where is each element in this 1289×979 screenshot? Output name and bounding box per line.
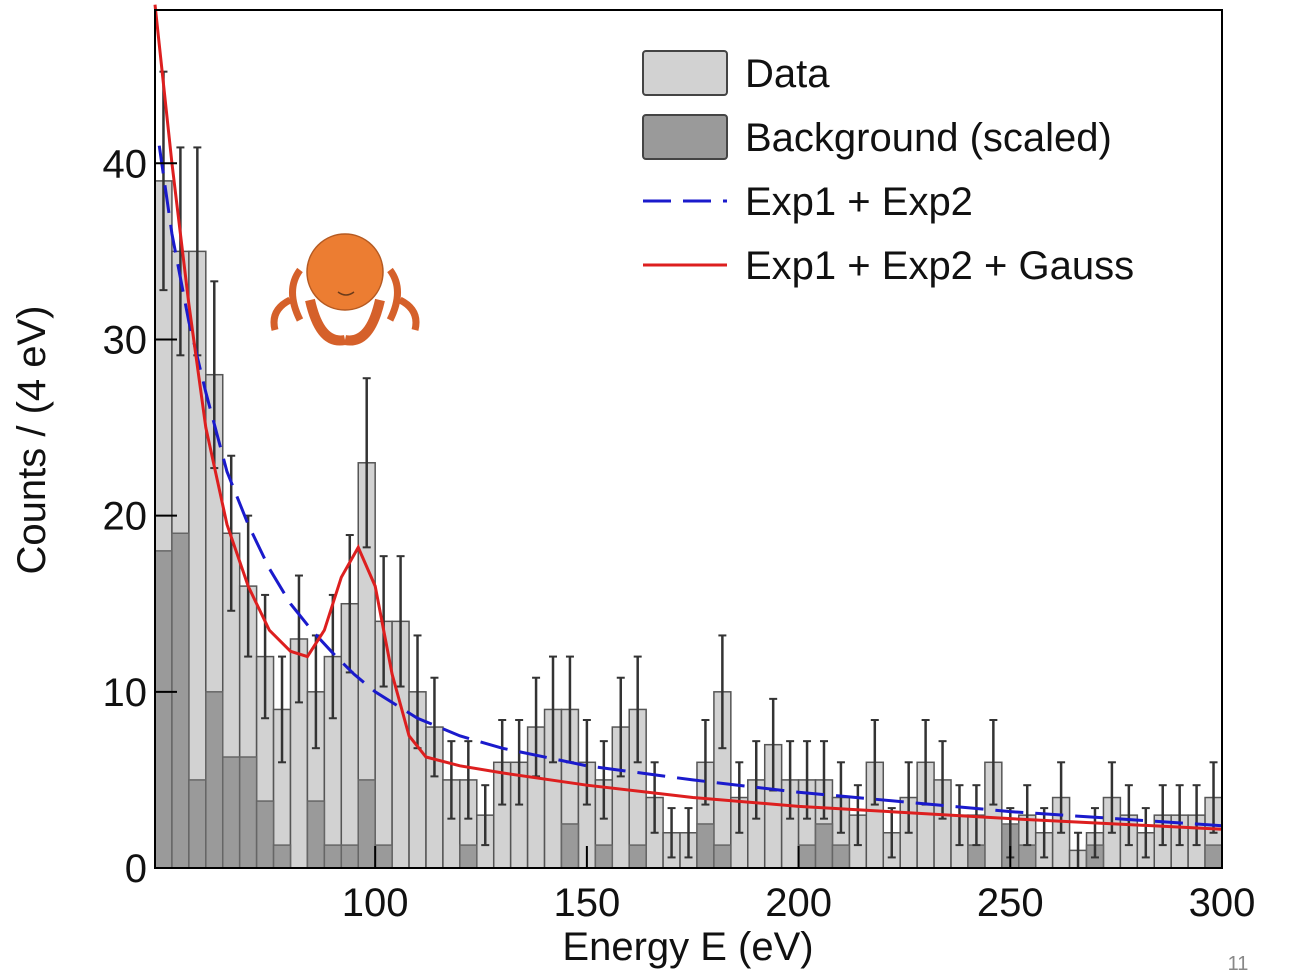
legend-swatch xyxy=(642,114,728,160)
x-axis-label: Energy E (eV) xyxy=(562,925,813,969)
y-axis-label: Counts / (4 eV) xyxy=(10,305,54,574)
legend-swatch xyxy=(642,50,728,96)
legend-label: Exp1 + Exp2 + Gauss xyxy=(745,244,1134,288)
y-tick-label: 0 xyxy=(125,847,147,891)
histogram-bar xyxy=(154,550,173,869)
histogram-bar xyxy=(459,844,478,869)
histogram-bar xyxy=(255,800,275,869)
histogram-bar xyxy=(967,844,986,869)
histogram-bar xyxy=(560,823,580,869)
y-tick-label: 10 xyxy=(103,671,148,715)
x-tick-label: 100 xyxy=(342,881,409,925)
histogram-bar xyxy=(323,844,343,869)
histogram-bar xyxy=(306,800,326,869)
plot-frame xyxy=(154,9,1223,869)
histogram-bar xyxy=(594,844,614,869)
fit-curve xyxy=(157,145,1223,828)
legend-label: Data xyxy=(745,52,830,96)
histogram-bar xyxy=(696,823,715,869)
histogram-bar xyxy=(272,844,292,869)
histogram-bar xyxy=(188,779,207,869)
fit-curve xyxy=(153,4,1223,831)
legend-label: Exp1 + Exp2 xyxy=(745,180,973,224)
x-tick-label: 200 xyxy=(765,881,832,925)
histogram-bar xyxy=(374,844,393,869)
histogram-bar xyxy=(340,844,359,869)
y-tick-label: 30 xyxy=(103,318,148,362)
histogram-bar xyxy=(357,779,376,869)
x-tick-label: 150 xyxy=(554,881,621,925)
page-number: 11 xyxy=(1228,953,1249,975)
histogram-bar xyxy=(831,844,851,869)
histogram-bar xyxy=(205,691,224,869)
histogram-bar xyxy=(238,756,258,869)
histogram-bar xyxy=(814,823,834,869)
crab-icon xyxy=(270,233,420,346)
legend-label: Background (scaled) xyxy=(745,116,1112,160)
x-tick-label: 300 xyxy=(1189,881,1256,925)
histogram-bar xyxy=(221,756,241,869)
x-tick-label: 250 xyxy=(977,881,1044,925)
histogram-bar xyxy=(1018,844,1037,869)
y-tick-label: 40 xyxy=(103,142,148,186)
histogram-bar xyxy=(1204,844,1223,869)
histogram-bar xyxy=(628,844,647,869)
histogram-bar xyxy=(171,532,190,869)
y-tick-label: 20 xyxy=(103,495,148,539)
histogram-bar xyxy=(797,844,817,869)
histogram-bar xyxy=(713,844,732,869)
